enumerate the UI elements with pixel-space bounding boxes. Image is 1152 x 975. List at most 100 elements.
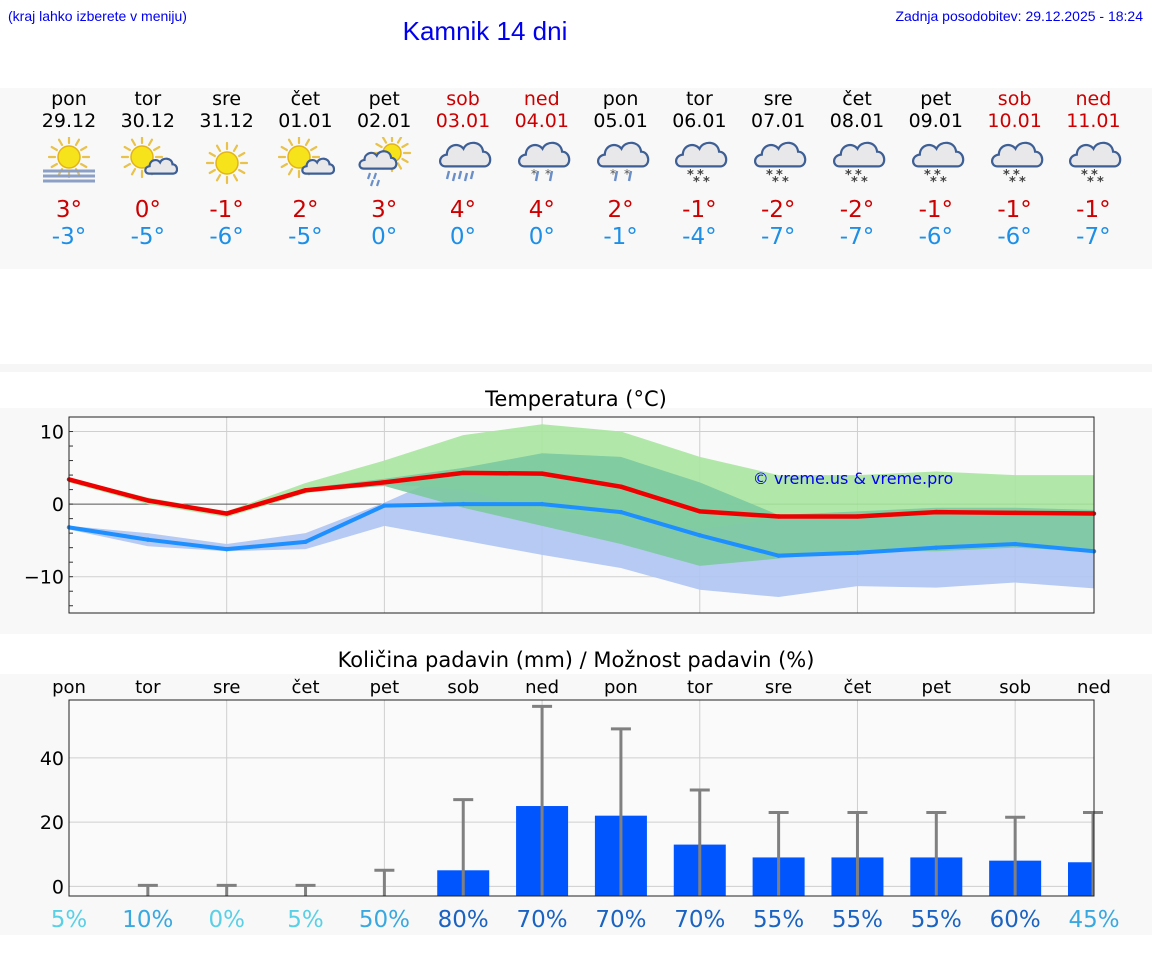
min-temp: 0° [528,224,555,250]
cloud-snow-icon: * ** * [832,141,886,189]
precip-ytick-label: 0 [52,876,64,898]
precip-probability-label: 70% [674,907,725,933]
svg-text:*: * [1081,168,1088,183]
precip-day-label: tor [687,677,713,698]
min-temp-point [382,503,387,508]
day-date: 11.01 [1066,110,1121,132]
max-temp: 3° [371,197,398,223]
precip-probability-label: 70% [517,907,568,933]
temperature-chart: 10 0 −10 © vreme.us & vreme.pro [24,416,1097,614]
min-temp-point [224,546,229,552]
max-temp-point [855,514,860,519]
day-name: sre [212,88,242,110]
day-name: tor [134,88,162,110]
day-column: sre 07.01 * * * * -2° -7° [738,88,818,251]
svg-text:*: * [610,167,616,181]
day-date: 06.01 [672,110,727,132]
precip-day-label: pon [604,677,638,698]
min-temp: -6° [918,224,954,250]
min-temp: 0° [371,224,398,250]
max-temp-line [68,470,1095,519]
svg-text:*: * [1019,175,1026,189]
precip-day-label: ned [525,677,559,698]
svg-text:*: * [1097,175,1104,189]
precip-plot-frame [68,699,1095,897]
svg-text:*: * [940,175,947,189]
precip-probability-label: 45% [1068,907,1119,933]
min-temp-point [697,533,702,538]
day-date: 07.01 [750,110,806,132]
cloud-snow-icon: * ** * [1069,141,1122,189]
svg-text:*: * [930,175,937,189]
max-temp-point [1012,510,1018,516]
day-name: sob [446,88,480,110]
cloud-snow-icon: * ** * [675,141,728,189]
precip-day-label: čet [843,677,871,698]
forecast-band [0,88,1152,269]
max-temp: -1° [682,197,717,223]
max-temp: 3° [55,197,83,223]
day-date: 03.01 [435,110,491,132]
precip-day-label: sob [447,677,479,698]
svg-text:*: * [1087,175,1094,189]
cloud-snow-icon: * ** * [911,141,965,189]
max-temp: -1° [1076,197,1111,223]
precip-day-label: čet [292,677,320,698]
precip-probability-label: 55% [832,907,883,933]
day-name: tor [685,88,713,110]
svg-text:*: * [545,167,551,181]
svg-text:*: * [855,168,862,183]
day-name: ned [1075,88,1112,110]
precip-probability-label: 60% [990,907,1041,933]
svg-text:*: * [934,168,941,183]
max-temp-point [303,488,308,493]
min-temp-point [1012,541,1018,547]
svg-text:*: * [693,175,700,189]
min-temp-line [68,502,1095,558]
min-temp-point [539,501,545,507]
cloud-rain-icon [438,141,492,182]
day-date: 29.12 [41,110,97,132]
max-temp: 2° [607,197,634,223]
min-temp-point [618,509,624,515]
max-temp-point [461,470,466,476]
day-column: tor 30.12 0° -5° [108,88,188,251]
day-date: 04.01 [514,110,569,132]
min-temp: -7° [760,224,796,250]
precip-day-label: pon [52,677,86,698]
precip-probability-label: 80% [438,907,489,933]
temp-plot-frame [68,416,1095,614]
day-date: 31.12 [199,110,254,132]
max-temp-point [224,511,229,516]
svg-text:*: * [697,168,704,183]
day-date: 02.01 [356,110,412,132]
max-temp-point [934,509,939,515]
day-date: 01.01 [278,110,333,132]
svg-text:*: * [1013,168,1020,183]
svg-text:*: * [624,167,630,181]
max-temp-point [697,509,702,514]
separator-strip [0,364,1152,372]
min-temp: -1° [603,224,638,250]
svg-text:*: * [845,168,852,183]
svg-text:*: * [776,168,783,183]
precipitation-chart-title: Količina padavin (mm) / Možnost padavin … [337,648,815,672]
day-date: 05.01 [593,110,648,132]
day-name: sob [997,88,1032,110]
precip-probability-label: 0% [208,907,245,933]
location-menu-hint[interactable]: (kraj lahko izberete v meniju) [8,8,187,24]
max-temp: 4° [449,197,477,223]
day-column: tor 06.01 * * * * -1° -4° [659,88,739,251]
max-temp: 2° [292,197,319,223]
watermark-label: © vreme.us & vreme.pro [753,469,954,488]
day-column: sob 10.01 * * * * -1° -6° [975,88,1055,251]
svg-text:*: * [772,175,779,189]
max-temp: -1° [918,197,954,223]
sun-cloud-rain-icon [358,137,412,187]
max-temp: 0° [134,197,161,223]
day-date: 10.01 [987,110,1042,132]
page-title: Kamnik 14 dni [402,16,568,46]
day-name: sre [763,88,793,110]
precip-day-label: ned [1077,677,1111,698]
svg-text:*: * [782,175,789,189]
